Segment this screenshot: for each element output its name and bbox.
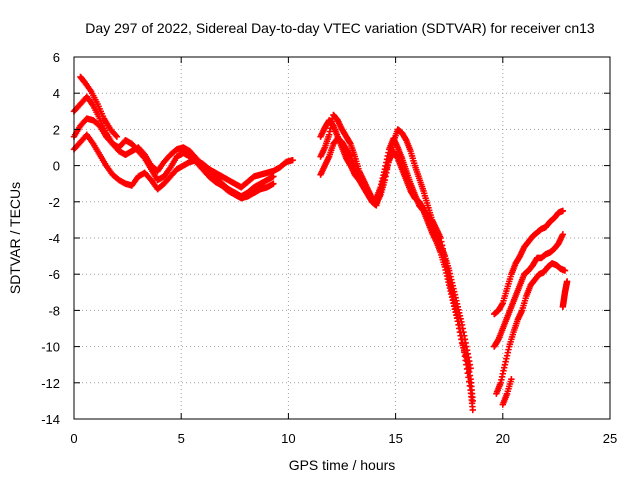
series-track-g [317, 117, 474, 372]
series-track-c [70, 131, 277, 200]
axis-ticks [73, 56, 611, 420]
y-tick-label: -2 [48, 195, 60, 210]
y-tick-label: -4 [48, 231, 60, 246]
data-point [561, 267, 569, 274]
y-tick-label: -12 [41, 376, 60, 391]
data-points [70, 73, 571, 414]
y-tick-label: 0 [53, 159, 60, 174]
series-track-f [317, 135, 476, 405]
data-point [559, 231, 567, 238]
data-point [467, 365, 474, 372]
chart-title: Day 297 of 2022, Sidereal Day-to-day VTE… [85, 20, 595, 36]
y-tick-label: -10 [41, 340, 60, 355]
x-tick-label: 5 [178, 431, 185, 446]
data-point [270, 173, 277, 180]
x-tick-label: 0 [70, 431, 77, 446]
y-tick-label: -8 [48, 303, 60, 318]
y-tick-label: -6 [48, 267, 60, 282]
series-track-d [77, 73, 121, 140]
series-track-h [491, 207, 567, 318]
data-point [270, 180, 277, 187]
x-tick-label: 20 [496, 431, 510, 446]
y-tick-label: 4 [53, 86, 60, 101]
y-axis-label: SDTVAR / TECUs [7, 182, 23, 294]
data-point [469, 397, 476, 405]
x-tick-label: 10 [281, 431, 295, 446]
series-track-l [559, 278, 571, 310]
x-tick-label: 25 [603, 431, 617, 446]
x-axis-label: GPS time / hours [289, 457, 396, 473]
data-point [559, 207, 567, 215]
y-tick-label: -14 [41, 412, 60, 427]
y-tick-label: 6 [53, 50, 60, 65]
series-track-i [491, 231, 567, 350]
y-tick-label: 2 [53, 122, 60, 137]
data-point [289, 156, 296, 164]
data-point [113, 133, 121, 140]
series-track-a [70, 93, 296, 191]
data-point [563, 278, 571, 285]
data-point [112, 132, 120, 139]
tick-labels: 0 5 10 15 20 25 -14 -12 -10 -8 -6 -4 -2 0 2 4 6 [41, 50, 617, 446]
x-tick-label: 15 [388, 431, 402, 446]
data-point [508, 375, 515, 383]
data-point [469, 406, 476, 414]
series-track-k [499, 375, 515, 408]
series-track-j [493, 260, 569, 397]
